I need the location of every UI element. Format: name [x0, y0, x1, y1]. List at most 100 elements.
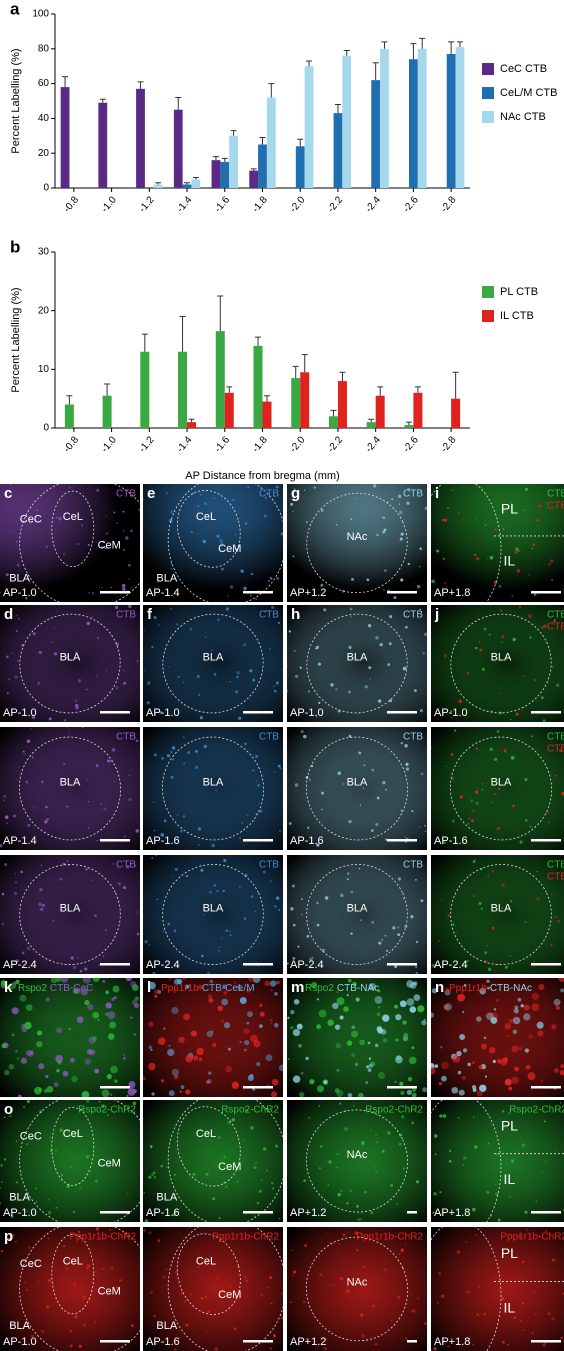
speckle — [89, 592, 90, 593]
speckle — [86, 1100, 89, 1103]
x-tick-label: -1.4 — [175, 434, 195, 455]
speckle — [16, 1181, 18, 1183]
speckle — [510, 955, 512, 957]
speckle — [316, 902, 318, 904]
speckle — [307, 827, 309, 829]
speckle — [217, 618, 220, 621]
speckle — [273, 1334, 276, 1337]
speckle — [295, 783, 298, 786]
region-label: CeC — [20, 1258, 42, 1270]
region-label: NAc — [347, 1277, 368, 1289]
scale-bar — [531, 1340, 561, 1343]
bar — [367, 422, 376, 428]
error-bar — [297, 139, 303, 146]
speckle — [235, 690, 238, 693]
speckle — [484, 1037, 487, 1040]
speckle — [516, 713, 519, 716]
speckle — [387, 1131, 390, 1134]
ap-label: AP-2.4 — [3, 959, 37, 971]
speckle — [253, 1040, 260, 1047]
speckle — [554, 1068, 559, 1073]
speckle — [424, 633, 427, 636]
speckle — [531, 1003, 539, 1011]
speckle — [205, 1332, 206, 1333]
speckle — [375, 1343, 377, 1345]
speckle — [445, 765, 447, 767]
error-bar — [410, 44, 416, 60]
x-tick-label: -2.6 — [401, 434, 421, 455]
speckle — [184, 1300, 186, 1302]
speckle — [232, 499, 234, 501]
speckle — [556, 684, 559, 687]
speckle — [144, 630, 145, 631]
speckle — [548, 682, 549, 683]
speckle — [449, 1160, 452, 1163]
speckle — [223, 859, 226, 862]
error-bar — [251, 169, 257, 171]
speckle — [106, 670, 107, 671]
speckle — [59, 878, 62, 881]
speckle — [190, 1293, 192, 1295]
panel-glow — [143, 978, 283, 1097]
speckle — [523, 1013, 530, 1020]
speckle — [391, 1319, 393, 1321]
speckle — [96, 676, 97, 677]
speckle — [98, 964, 100, 966]
speckle — [328, 1160, 331, 1163]
speckle — [528, 1034, 533, 1039]
speckle — [483, 1312, 486, 1315]
speckle — [198, 532, 199, 533]
speckle — [370, 678, 371, 679]
speckle — [392, 926, 395, 929]
speckle — [411, 810, 413, 812]
speckle — [70, 1344, 73, 1347]
speckle — [486, 945, 487, 946]
speckle — [435, 1064, 439, 1068]
channel-label: Rspo2CTB-NAc — [305, 983, 379, 994]
speckle — [504, 749, 507, 752]
speckle — [108, 1033, 115, 1040]
speckle — [215, 790, 217, 792]
speckle — [214, 673, 217, 676]
speckle — [6, 656, 9, 659]
speckle — [67, 1185, 70, 1188]
channel-label: CTB — [547, 501, 564, 512]
speckle — [519, 606, 522, 609]
speckle — [309, 1079, 314, 1084]
region-label: BLA — [60, 652, 81, 664]
speckle — [130, 981, 136, 987]
speckle — [16, 541, 17, 542]
speckle — [536, 519, 539, 522]
speckle — [300, 667, 302, 669]
speckle — [526, 1065, 531, 1070]
speckle — [166, 492, 168, 494]
error-bar — [155, 183, 161, 185]
speckle — [287, 1017, 290, 1020]
speckle — [54, 652, 57, 655]
channel-label: CTB — [116, 489, 136, 500]
speckle — [228, 1048, 231, 1051]
speckle — [28, 1246, 31, 1249]
speckle — [112, 748, 116, 752]
speckle — [404, 744, 408, 748]
speckle — [327, 1019, 333, 1025]
speckle — [351, 578, 354, 581]
speckle — [256, 780, 257, 781]
speckle — [18, 1095, 22, 1099]
speckle — [237, 1181, 239, 1183]
speckle — [96, 764, 99, 767]
panel-letter: g — [291, 485, 300, 502]
speckle — [463, 1156, 466, 1159]
speckle — [0, 1164, 2, 1166]
speckle — [16, 1140, 17, 1141]
speckle — [145, 1219, 149, 1223]
speckle — [101, 587, 102, 588]
speckle — [243, 587, 246, 590]
speckle — [42, 904, 45, 907]
speckle — [462, 1011, 464, 1013]
speckle — [350, 890, 353, 893]
speckle — [57, 1061, 61, 1065]
speckle — [372, 1304, 375, 1307]
speckle — [240, 569, 243, 572]
error-bar — [293, 366, 299, 378]
